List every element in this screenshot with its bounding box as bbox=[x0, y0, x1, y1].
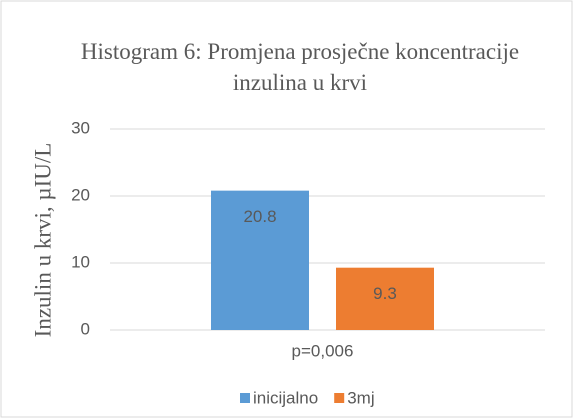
y-tick-label: 10 bbox=[71, 252, 90, 271]
y-tick-label: 0 bbox=[81, 319, 90, 338]
legend-swatch bbox=[240, 393, 250, 403]
x-tick-label: p=0,006 bbox=[292, 341, 354, 360]
y-axis-label: Inzulin u krvi, µIU/L bbox=[30, 143, 55, 338]
chart-title: Histogram 6: Promjena prosječne koncentr… bbox=[80, 39, 520, 95]
bar bbox=[211, 190, 309, 330]
legend-swatch bbox=[334, 393, 345, 403]
data-label: 9.3 bbox=[373, 284, 397, 303]
y-tick-label: 20 bbox=[71, 185, 90, 204]
legend-label: 3mj bbox=[347, 388, 374, 407]
data-label: 20.8 bbox=[243, 207, 276, 226]
bar bbox=[336, 267, 434, 330]
legend-label: inicijalno bbox=[253, 388, 318, 407]
y-tick-label: 30 bbox=[71, 118, 90, 137]
